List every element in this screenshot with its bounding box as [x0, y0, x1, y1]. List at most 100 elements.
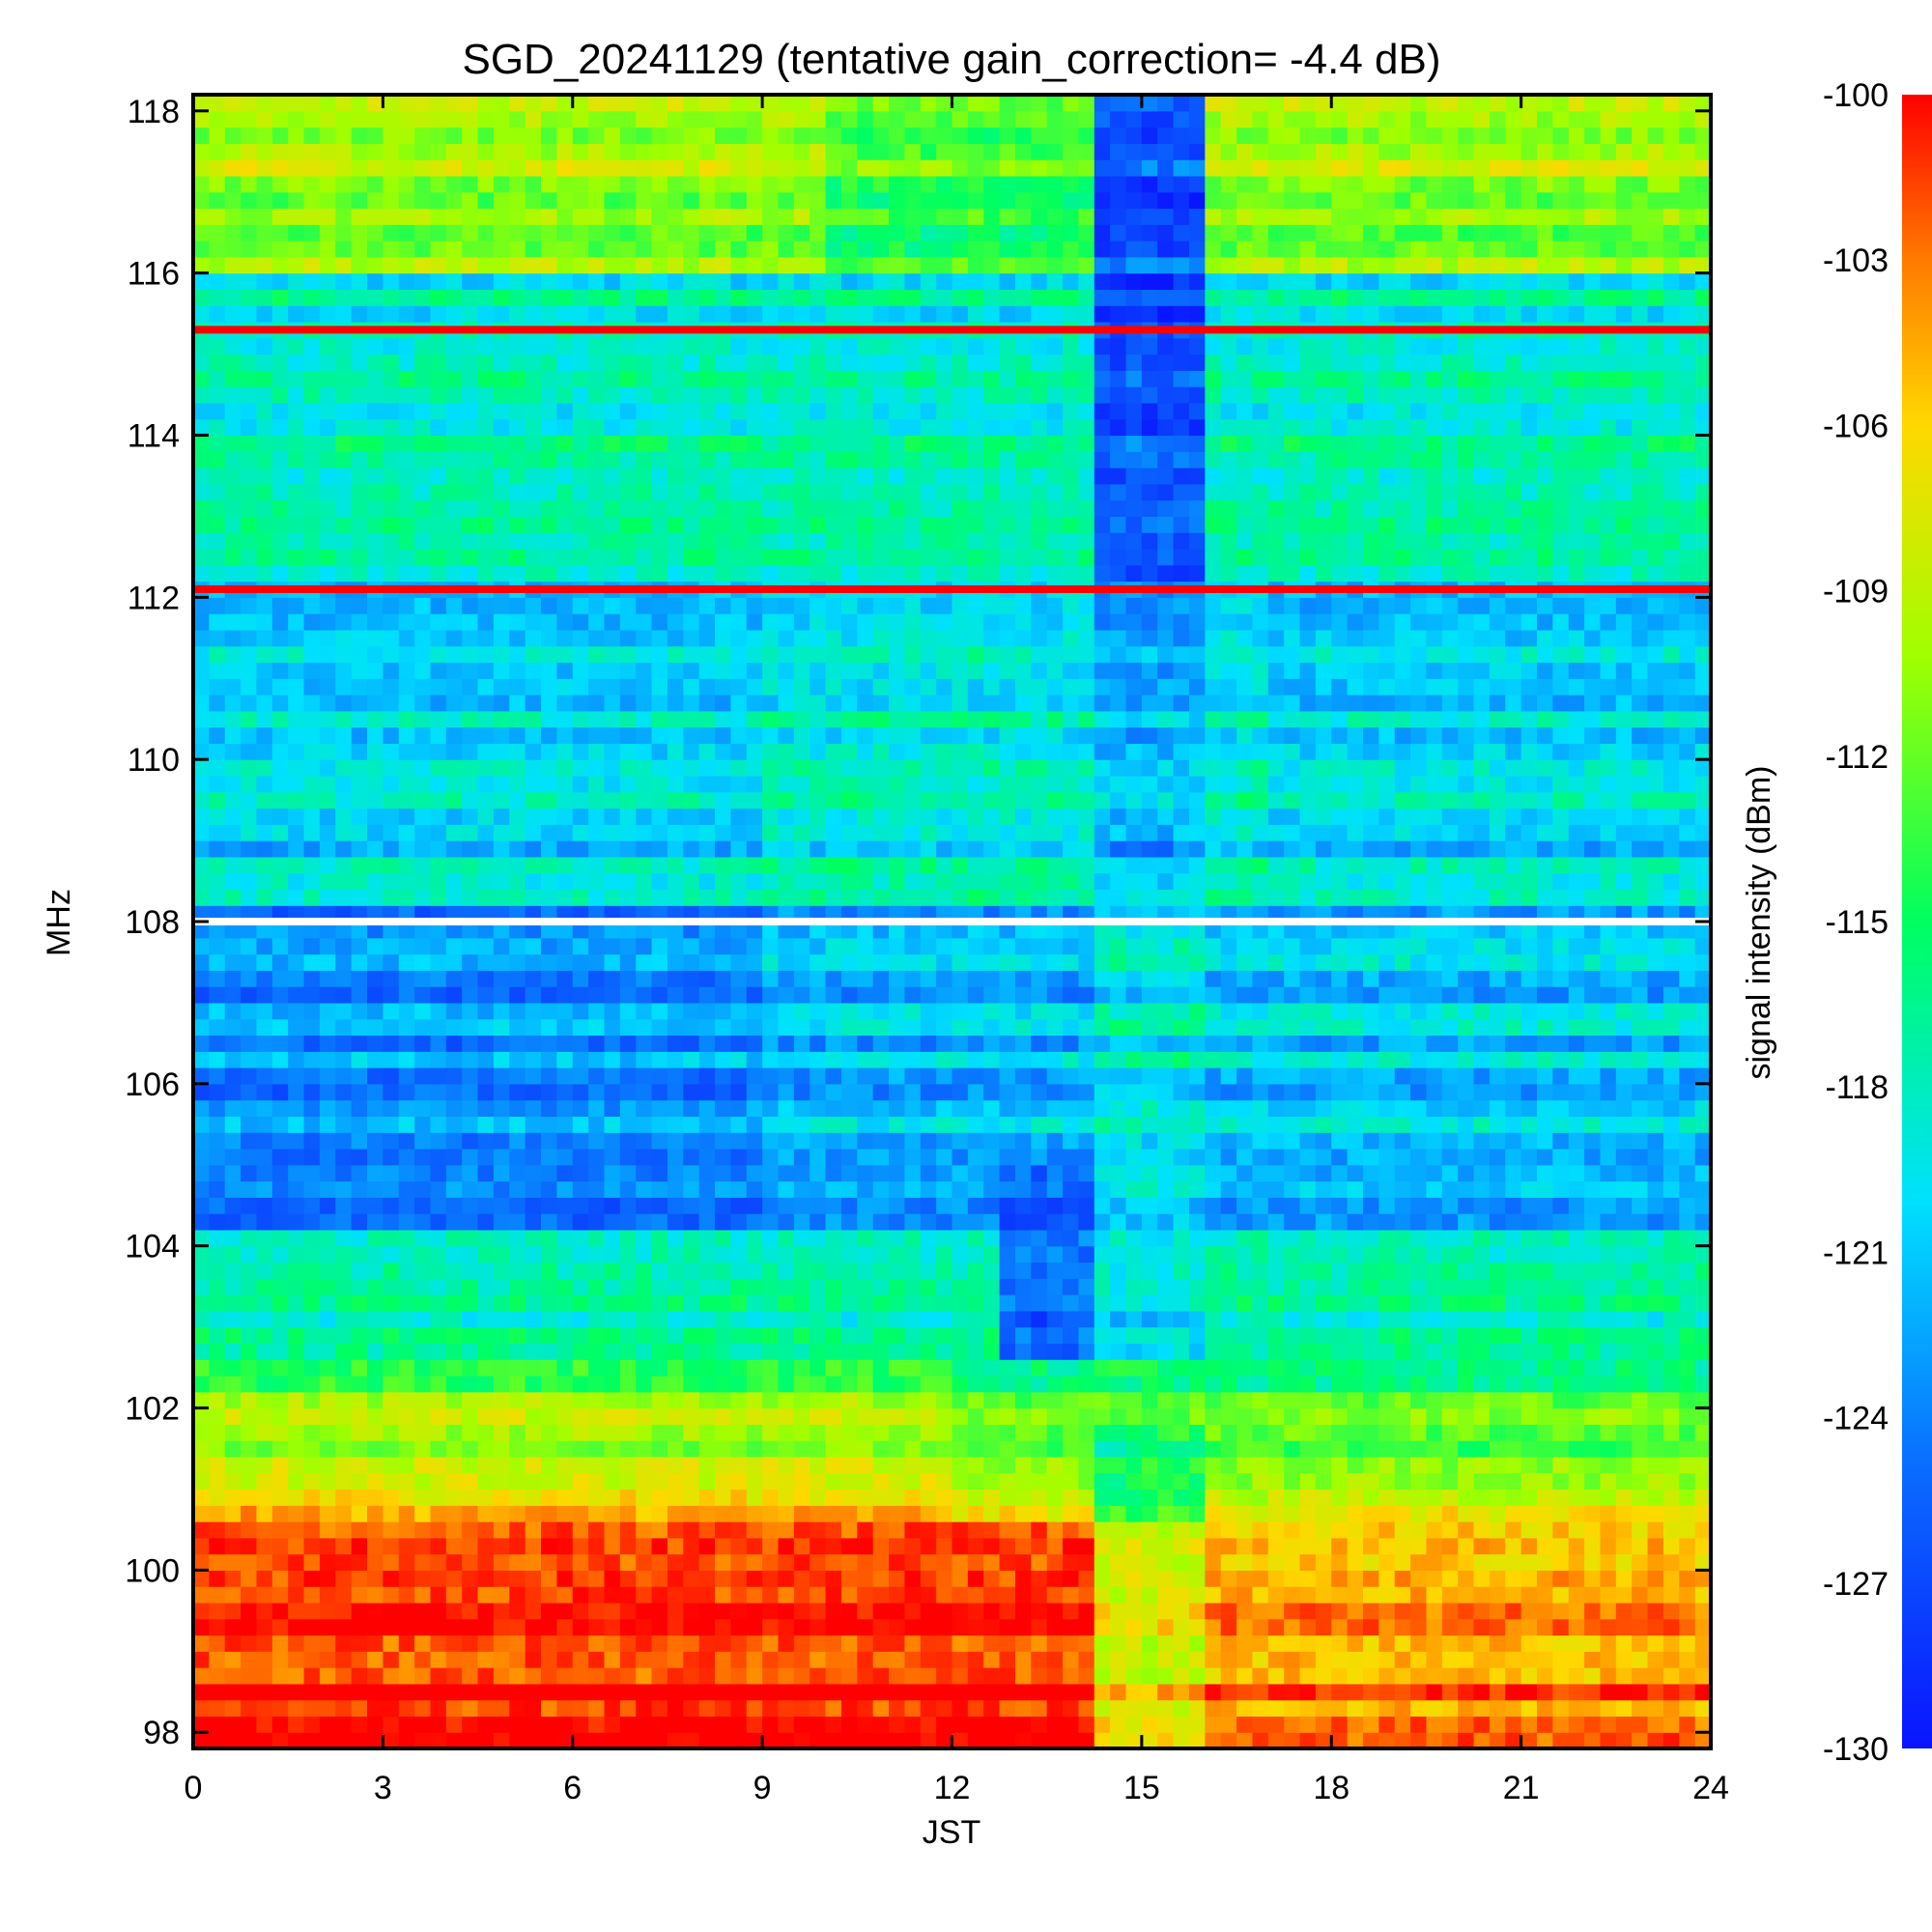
heatmap-cell	[983, 1456, 1001, 1474]
heatmap-cell	[1331, 1164, 1349, 1182]
heatmap-cell	[1473, 1489, 1491, 1506]
heatmap-cell	[303, 1245, 321, 1264]
heatmap-cell	[414, 1343, 432, 1360]
heatmap-cell	[698, 1553, 716, 1571]
heatmap-cell	[241, 1229, 258, 1247]
heatmap-cell	[209, 1667, 226, 1685]
heatmap-cell	[1063, 1002, 1080, 1020]
heatmap-cell	[983, 1683, 1001, 1701]
heatmap-cell	[1252, 937, 1269, 955]
heatmap-cell	[1615, 1667, 1633, 1685]
heatmap-cell	[288, 1667, 305, 1685]
heatmap-cell	[193, 1229, 210, 1247]
heatmap-cell	[1458, 1213, 1475, 1231]
heatmap-cell	[367, 1343, 384, 1360]
heatmap-cell	[889, 1618, 905, 1636]
heatmap-cell	[715, 1116, 731, 1133]
heatmap-cell	[1205, 922, 1222, 939]
heatmap-cell	[1157, 1570, 1175, 1587]
heatmap-cell	[1205, 1051, 1222, 1068]
heatmap-cell	[288, 970, 305, 987]
heatmap-cell	[588, 1343, 606, 1360]
heatmap-cell	[224, 1683, 242, 1701]
heatmap-cell	[967, 1472, 984, 1491]
heatmap-cell	[1347, 1116, 1364, 1133]
heatmap-cell	[1552, 1148, 1570, 1166]
heatmap-cell	[920, 1359, 937, 1377]
heatmap-cell	[241, 1440, 258, 1458]
heatmap-cell	[1568, 1262, 1585, 1279]
heatmap-cell	[793, 1424, 810, 1441]
heatmap-cell	[983, 1326, 1001, 1344]
heatmap-cell	[383, 922, 400, 939]
heatmap-cell	[1552, 1132, 1570, 1150]
heatmap-cell	[619, 1407, 637, 1425]
heatmap-cell	[556, 1440, 574, 1458]
heatmap-cell	[1284, 1440, 1301, 1458]
heatmap-cell	[193, 1083, 210, 1101]
heatmap-cell	[810, 1051, 827, 1068]
heatmap-cell	[351, 1180, 368, 1198]
heatmap-cell	[920, 1472, 937, 1491]
heatmap-cell	[1078, 1586, 1095, 1604]
heatmap-cell	[1347, 1051, 1364, 1068]
heatmap-cell	[1552, 1359, 1570, 1377]
heatmap-cell	[398, 1262, 415, 1279]
heatmap-cell	[746, 1505, 763, 1522]
heatmap-cell	[1205, 970, 1222, 987]
heatmap-cell	[651, 1618, 668, 1636]
heatmap-cell	[683, 1002, 700, 1020]
heatmap-cell	[1063, 1586, 1080, 1604]
heatmap-cell	[414, 1132, 432, 1150]
heatmap-cell	[1347, 1132, 1364, 1150]
heatmap-cell	[383, 1343, 400, 1360]
heatmap-cell	[651, 953, 668, 971]
heatmap-cell	[367, 1602, 384, 1620]
heatmap-cell	[683, 1440, 700, 1458]
heatmap-cell	[904, 1716, 922, 1733]
heatmap-cell	[335, 1051, 353, 1068]
heatmap-cell	[241, 1294, 258, 1312]
heatmap-cell	[651, 1602, 668, 1620]
heatmap-cell	[1473, 1278, 1491, 1295]
heatmap-cell	[367, 953, 384, 971]
heatmap-cell	[224, 1229, 242, 1247]
heatmap-cell	[983, 1634, 1001, 1652]
heatmap-cell	[1662, 1634, 1680, 1652]
heatmap-cell	[1299, 1116, 1317, 1133]
heatmap-cell	[1568, 1521, 1585, 1539]
heatmap-cell	[1347, 1148, 1364, 1166]
heatmap-cell	[525, 922, 542, 939]
heatmap-cell	[1141, 1375, 1158, 1393]
heatmap-cell	[983, 1440, 1001, 1458]
heatmap-cell	[1267, 1229, 1285, 1247]
heatmap-cell	[288, 1570, 305, 1587]
heatmap-cell	[1632, 1407, 1649, 1425]
heatmap-cell	[1299, 1083, 1317, 1101]
heatmap-cell	[746, 1440, 763, 1458]
heatmap-cell	[1188, 1359, 1206, 1377]
heatmap-cell	[967, 937, 984, 955]
heatmap-cell	[1473, 986, 1491, 1004]
heatmap-cell	[1584, 1245, 1602, 1264]
heatmap-cell	[793, 1586, 810, 1604]
heatmap-cell	[1426, 937, 1443, 955]
heatmap-cell	[1157, 1391, 1175, 1409]
heatmap-cell	[1505, 1618, 1522, 1636]
heatmap-cell	[1410, 1699, 1428, 1718]
heatmap-cell	[493, 1278, 510, 1295]
heatmap-cell	[904, 1505, 922, 1522]
heatmap-cell	[271, 1602, 289, 1620]
heatmap-cell	[1632, 1035, 1649, 1052]
heatmap-cell	[1347, 1651, 1364, 1668]
heatmap-cell	[1473, 1586, 1491, 1604]
heatmap-cell	[857, 1229, 874, 1247]
heatmap-cell	[967, 1424, 984, 1441]
heatmap-cell	[936, 1456, 953, 1474]
heatmap-cell	[698, 1051, 716, 1068]
heatmap-cell	[303, 1651, 321, 1668]
heatmap-cell	[1426, 1553, 1443, 1571]
heatmap-cell	[367, 1132, 384, 1150]
heatmap-cell	[241, 1180, 258, 1198]
heatmap-cell	[1441, 1245, 1459, 1264]
